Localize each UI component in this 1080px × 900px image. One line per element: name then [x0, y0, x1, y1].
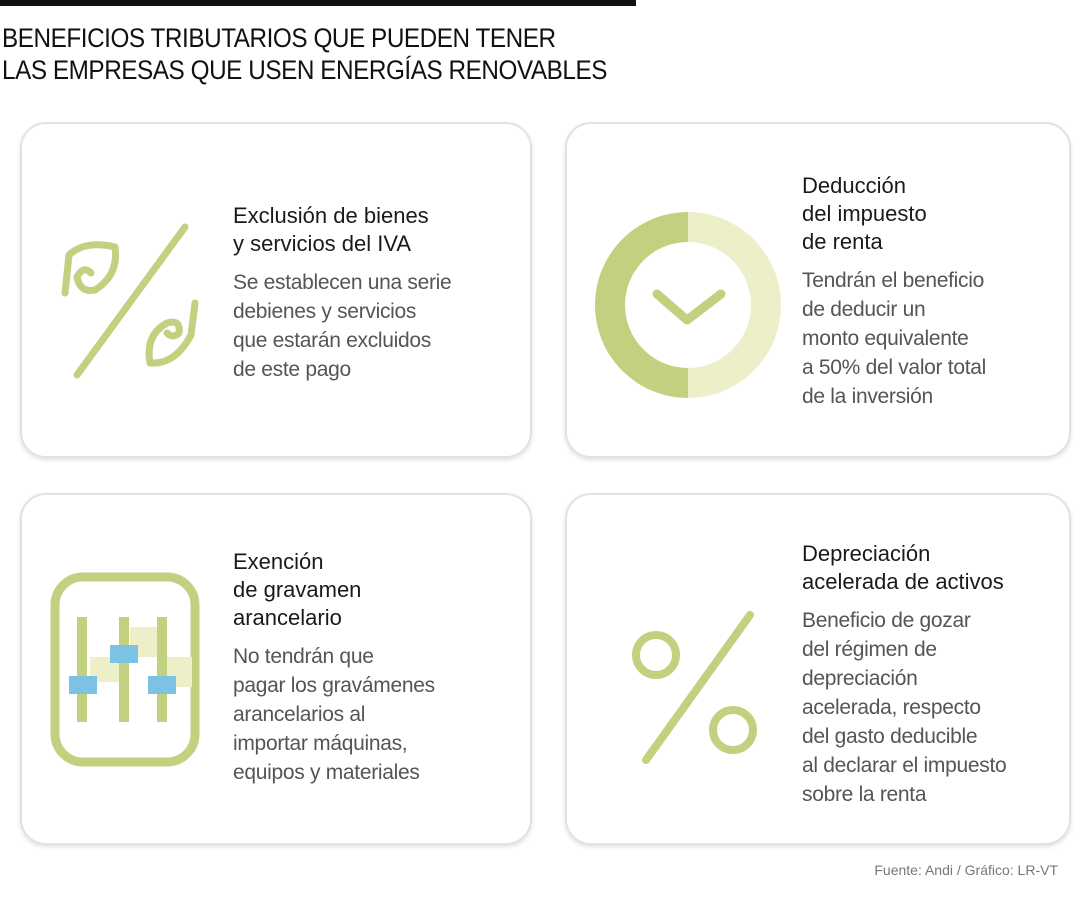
body-line: de este pago — [233, 358, 351, 381]
percent-icon — [632, 611, 757, 764]
body-line: debienes y servicios — [233, 300, 417, 323]
card-text: Depreciación acelerada de activos Benefi… — [802, 540, 1007, 809]
body-line: pagar los gravámenes — [233, 674, 435, 697]
heading-line: Depreciación — [802, 541, 931, 566]
card-heading: Depreciación acelerada de activos — [802, 540, 1006, 596]
body-line: Beneficio de gozar — [802, 609, 971, 632]
body-line: del gasto deducible — [802, 725, 978, 748]
body-line: de deducir un — [802, 298, 926, 321]
body-line: Tendrán el beneficio — [802, 269, 984, 292]
card-body: Se establecen una serie debienes y servi… — [233, 268, 452, 384]
card-heading: Exención de gravamen arancelario — [233, 548, 435, 632]
body-line: monto equivalente — [802, 327, 969, 350]
heading-line: arancelario — [233, 605, 342, 630]
leaf-percent-icon — [61, 223, 199, 379]
card-heading: Exclusión de bienes y servicios del IVA — [233, 202, 451, 258]
card-body: Tendrán el beneficio de deducir un monto… — [802, 266, 986, 411]
body-line: sobre la renta — [802, 783, 927, 806]
body-line: acelerada, respecto — [802, 696, 981, 719]
body-line: que estarán excluidos — [233, 329, 431, 352]
card-text: Deducción del impuesto de renta Tendrán … — [802, 172, 986, 411]
body-line: arancelarios al — [233, 703, 366, 726]
heading-line: Exención — [233, 549, 324, 574]
heading-line: Deducción — [802, 173, 906, 198]
sliders-icon — [50, 572, 200, 767]
heading-line: de gravamen — [233, 577, 362, 602]
card-text: Exclusión de bienes y servicios del IVA … — [233, 202, 452, 384]
body-line: No tendrán que — [233, 645, 374, 668]
title-line: BENEFICIOS TRIBUTARIOS QUE PUEDEN TENER — [2, 23, 556, 53]
card-heading: Deducción del impuesto de renta — [802, 172, 986, 256]
heading-line: Exclusión de bienes — [233, 203, 429, 228]
heading-line: del impuesto — [802, 201, 927, 226]
body-line: de la inversión — [802, 385, 933, 408]
card-income-tax-deduction — [565, 122, 1071, 458]
source-credit: Fuente: Andi / Gráfico: LR-VT — [874, 862, 1058, 878]
body-line: equipos y materiales — [233, 761, 420, 784]
heading-line: y servicios del IVA — [233, 231, 412, 256]
title-line: LAS EMPRESAS QUE USEN ENERGÍAS RENOVABLE… — [2, 55, 607, 85]
heading-line: acelerada de activos — [802, 569, 1004, 594]
card-body: Beneficio de gozar del régimen de deprec… — [802, 606, 1007, 809]
body-line: depreciación — [802, 667, 918, 690]
card-text: Exención de gravamen arancelario No tend… — [233, 548, 435, 787]
card-accelerated-depreciation — [565, 493, 1071, 845]
card-iva-exclusion — [20, 122, 532, 458]
top-rule — [0, 0, 636, 6]
card-body: No tendrán que pagar los gravámenes aran… — [233, 642, 435, 787]
page-title: BENEFICIOS TRIBUTARIOS QUE PUEDEN TENER … — [2, 22, 607, 86]
body-line: a 50% del valor total — [802, 356, 986, 379]
body-line: importar máquinas, — [233, 732, 408, 755]
body-line: Se establecen una serie — [233, 271, 452, 294]
half-donut-chevron-icon — [595, 212, 781, 398]
heading-line: de renta — [802, 229, 883, 254]
body-line: del régimen de — [802, 638, 937, 661]
body-line: al declarar el impuesto — [802, 754, 1007, 777]
